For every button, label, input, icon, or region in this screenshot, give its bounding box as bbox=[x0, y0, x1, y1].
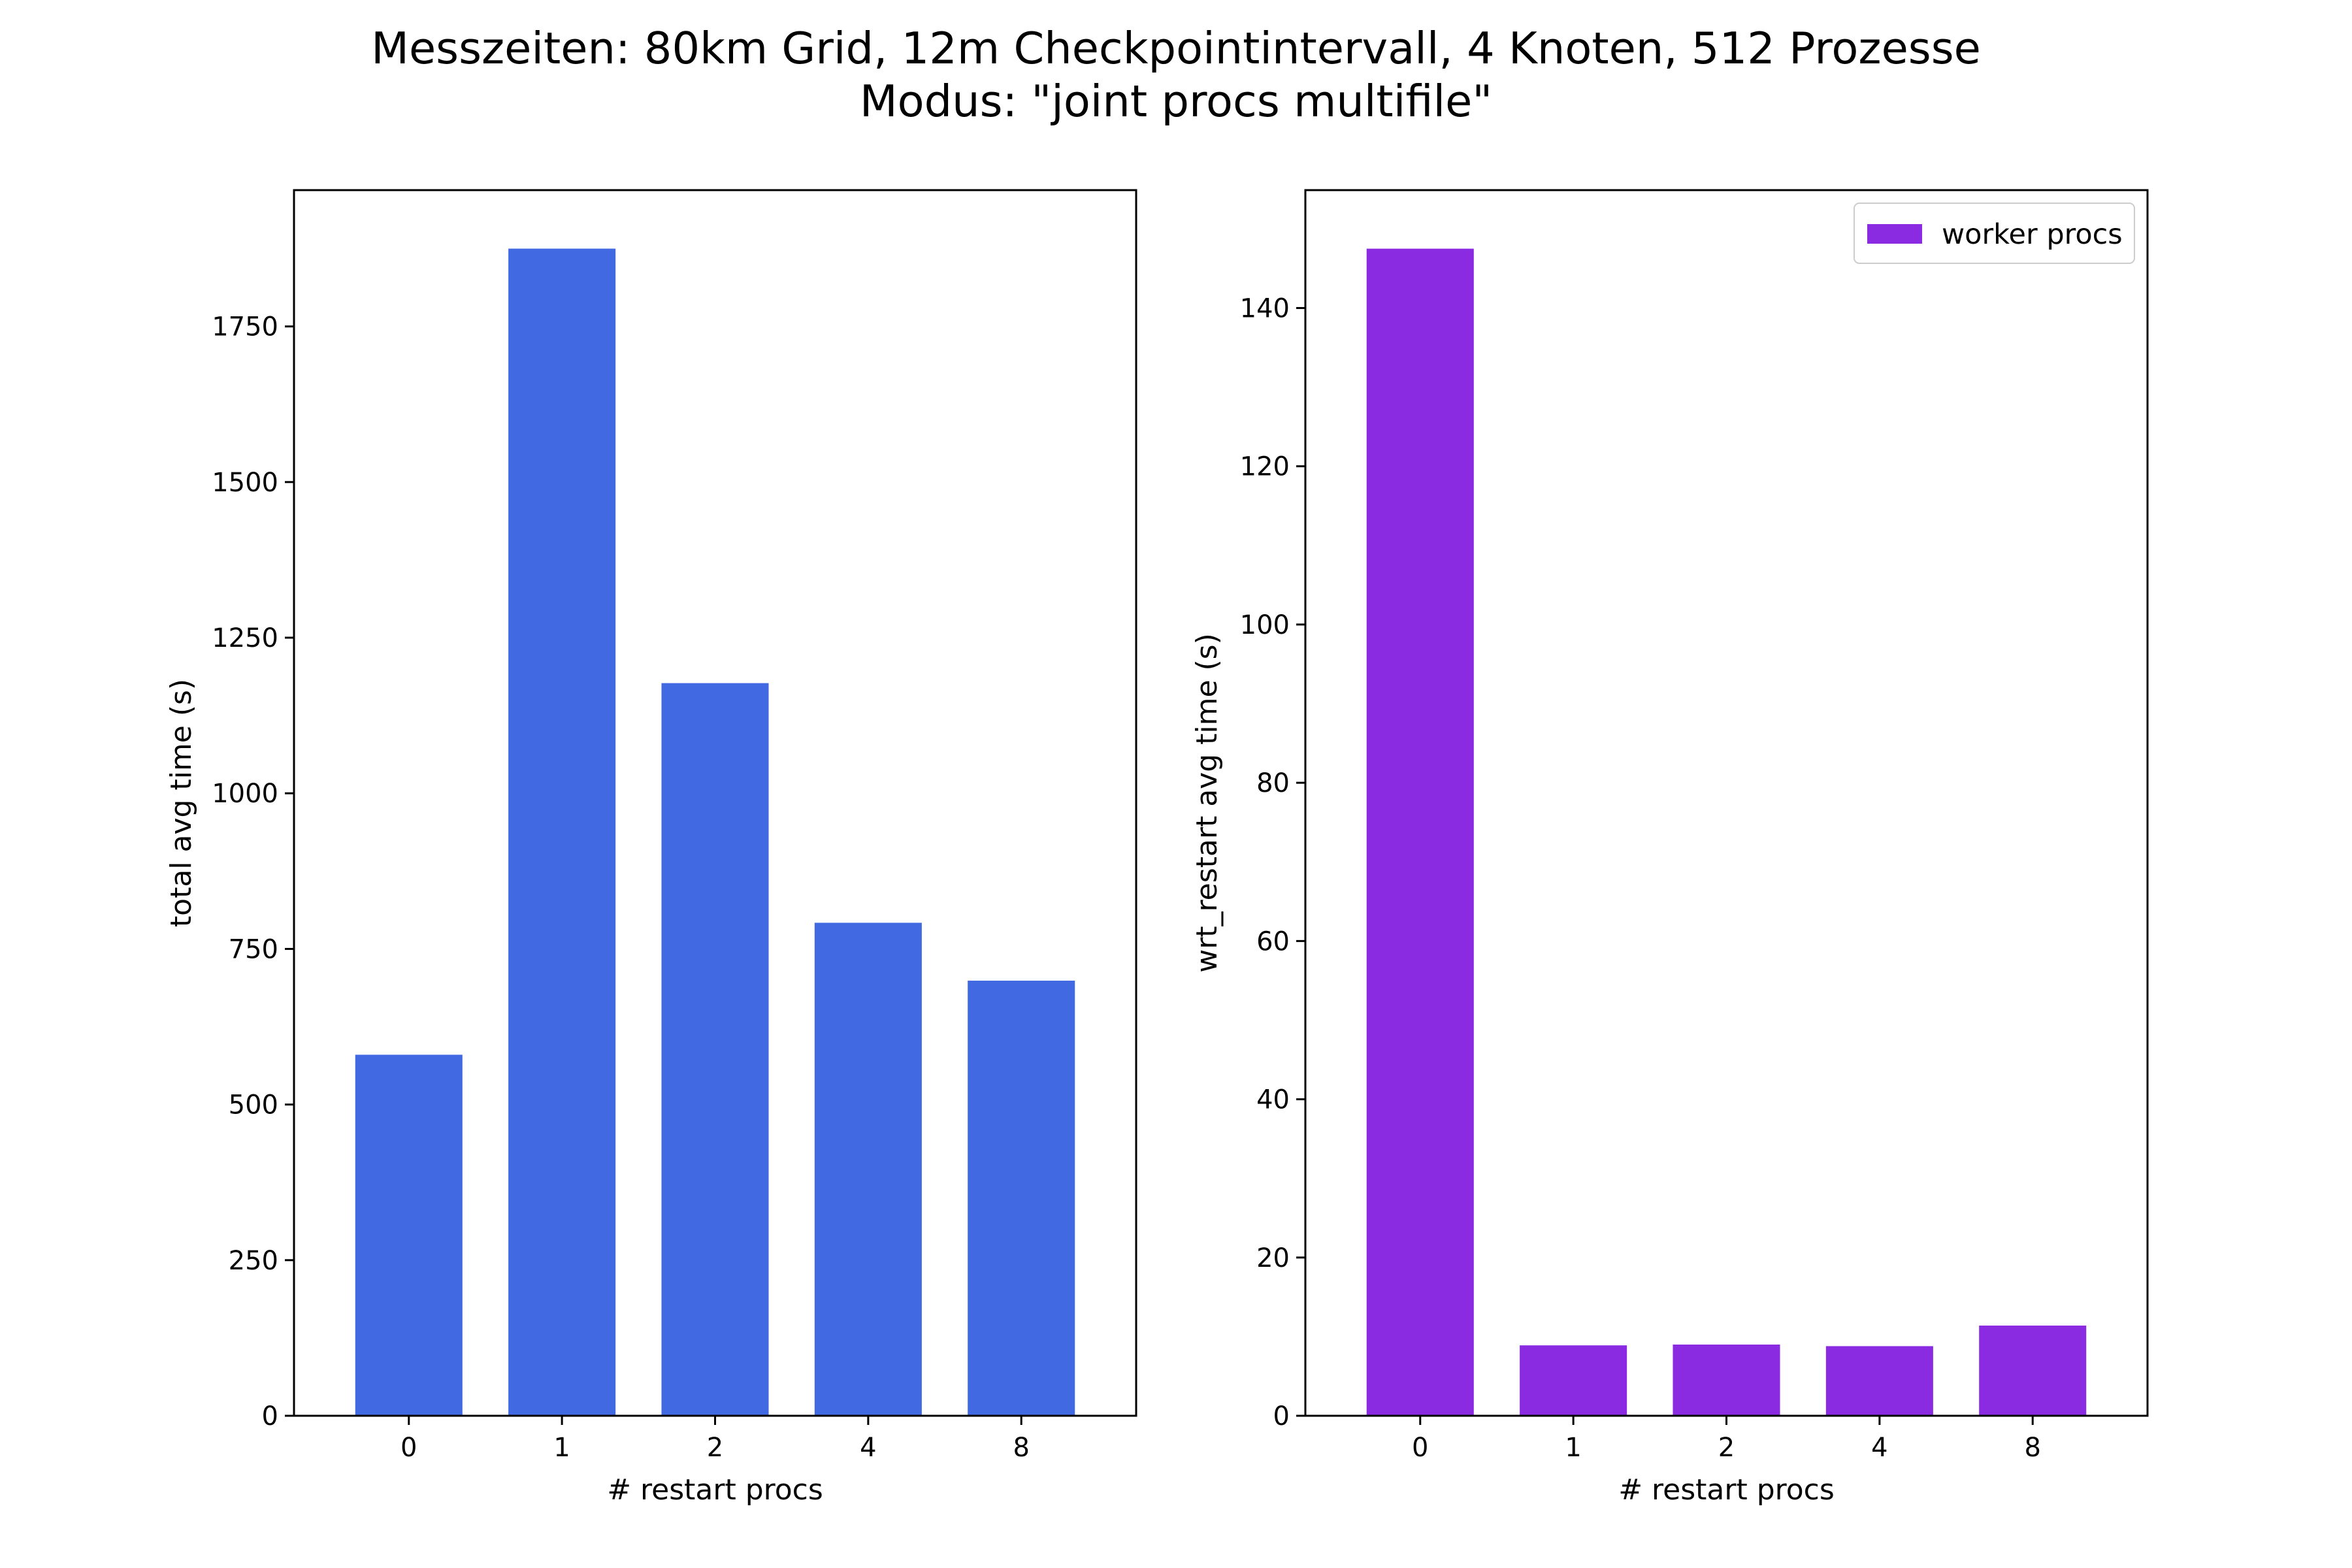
right-legend-box bbox=[1854, 203, 2135, 264]
right-bar-2 bbox=[1673, 1345, 1780, 1416]
right-y-tick-label: 140 bbox=[1240, 293, 1290, 323]
right-x-tick-label: 8 bbox=[2025, 1433, 2041, 1463]
left-y-tick-label: 250 bbox=[229, 1246, 278, 1276]
right-x-axis-label: # restart procs bbox=[1618, 1473, 1835, 1507]
right-bar-0 bbox=[1366, 248, 1474, 1416]
right-y-tick-label: 80 bbox=[1256, 768, 1290, 798]
right-y-tick-label: 0 bbox=[1273, 1401, 1290, 1431]
left-y-tick-label: 750 bbox=[229, 934, 278, 964]
left-x-axis-label: # restart procs bbox=[607, 1473, 823, 1507]
left-bar-4 bbox=[814, 923, 922, 1416]
left-x-tick-label: 4 bbox=[860, 1433, 876, 1463]
left-y-tick-label: 1500 bbox=[212, 468, 278, 498]
right-y-axis-label: wrt_restart avg time (s) bbox=[1190, 633, 1224, 973]
left-y-tick-label: 1250 bbox=[212, 623, 278, 653]
right-y-tick-label: 120 bbox=[1240, 452, 1290, 482]
right-bar-8 bbox=[1979, 1325, 2087, 1416]
left-x-tick-label: 0 bbox=[400, 1433, 417, 1463]
left-bar-8 bbox=[968, 981, 1075, 1416]
left-axes-frame bbox=[293, 189, 1137, 1417]
right-legend-swatch bbox=[1867, 224, 1922, 244]
right-y-tick-label: 100 bbox=[1240, 610, 1290, 640]
right-x-tick-label: 0 bbox=[1412, 1433, 1428, 1463]
left-y-tick-label: 1000 bbox=[212, 779, 278, 809]
right-x-tick-label: 2 bbox=[1718, 1433, 1735, 1463]
left-y-axis-label: total avg time (s) bbox=[165, 679, 198, 927]
left-x-tick-label: 8 bbox=[1013, 1433, 1030, 1463]
right-y-tick-label: 60 bbox=[1256, 926, 1290, 956]
right-y-tick-label: 40 bbox=[1256, 1085, 1290, 1115]
left-bar-2 bbox=[661, 683, 769, 1416]
left-chart-panel: 0 1 2 4 8 0 250 500 750 1000 1250 1500 1750 # restart… bbox=[165, 189, 1137, 1507]
right-legend: worker procs bbox=[1854, 203, 2135, 264]
chart-title-line-1: Messzeiten: 80km Grid, 12m Checkpointint… bbox=[371, 23, 1981, 74]
left-y-tick-label: 0 bbox=[262, 1401, 278, 1431]
right-x-tick-label: 1 bbox=[1565, 1433, 1581, 1463]
right-x-tick-label: 4 bbox=[1871, 1433, 1887, 1463]
chart-title-line-2: Modus: "joint procs multifile" bbox=[860, 76, 1492, 127]
right-bar-4 bbox=[1825, 1346, 1933, 1416]
left-x-tick-label: 2 bbox=[707, 1433, 723, 1463]
right-bar-1 bbox=[1520, 1345, 1627, 1416]
right-axes-frame bbox=[1304, 189, 2149, 1417]
right-legend-label: worker procs bbox=[1942, 218, 2123, 251]
left-y-tick-label: 1750 bbox=[212, 312, 278, 342]
right-y-tick-label: 20 bbox=[1256, 1243, 1290, 1273]
left-bar-1 bbox=[508, 248, 616, 1416]
left-y-tick-label: 500 bbox=[229, 1090, 278, 1120]
left-bar-0 bbox=[355, 1054, 463, 1416]
left-x-tick-label: 1 bbox=[553, 1433, 570, 1463]
